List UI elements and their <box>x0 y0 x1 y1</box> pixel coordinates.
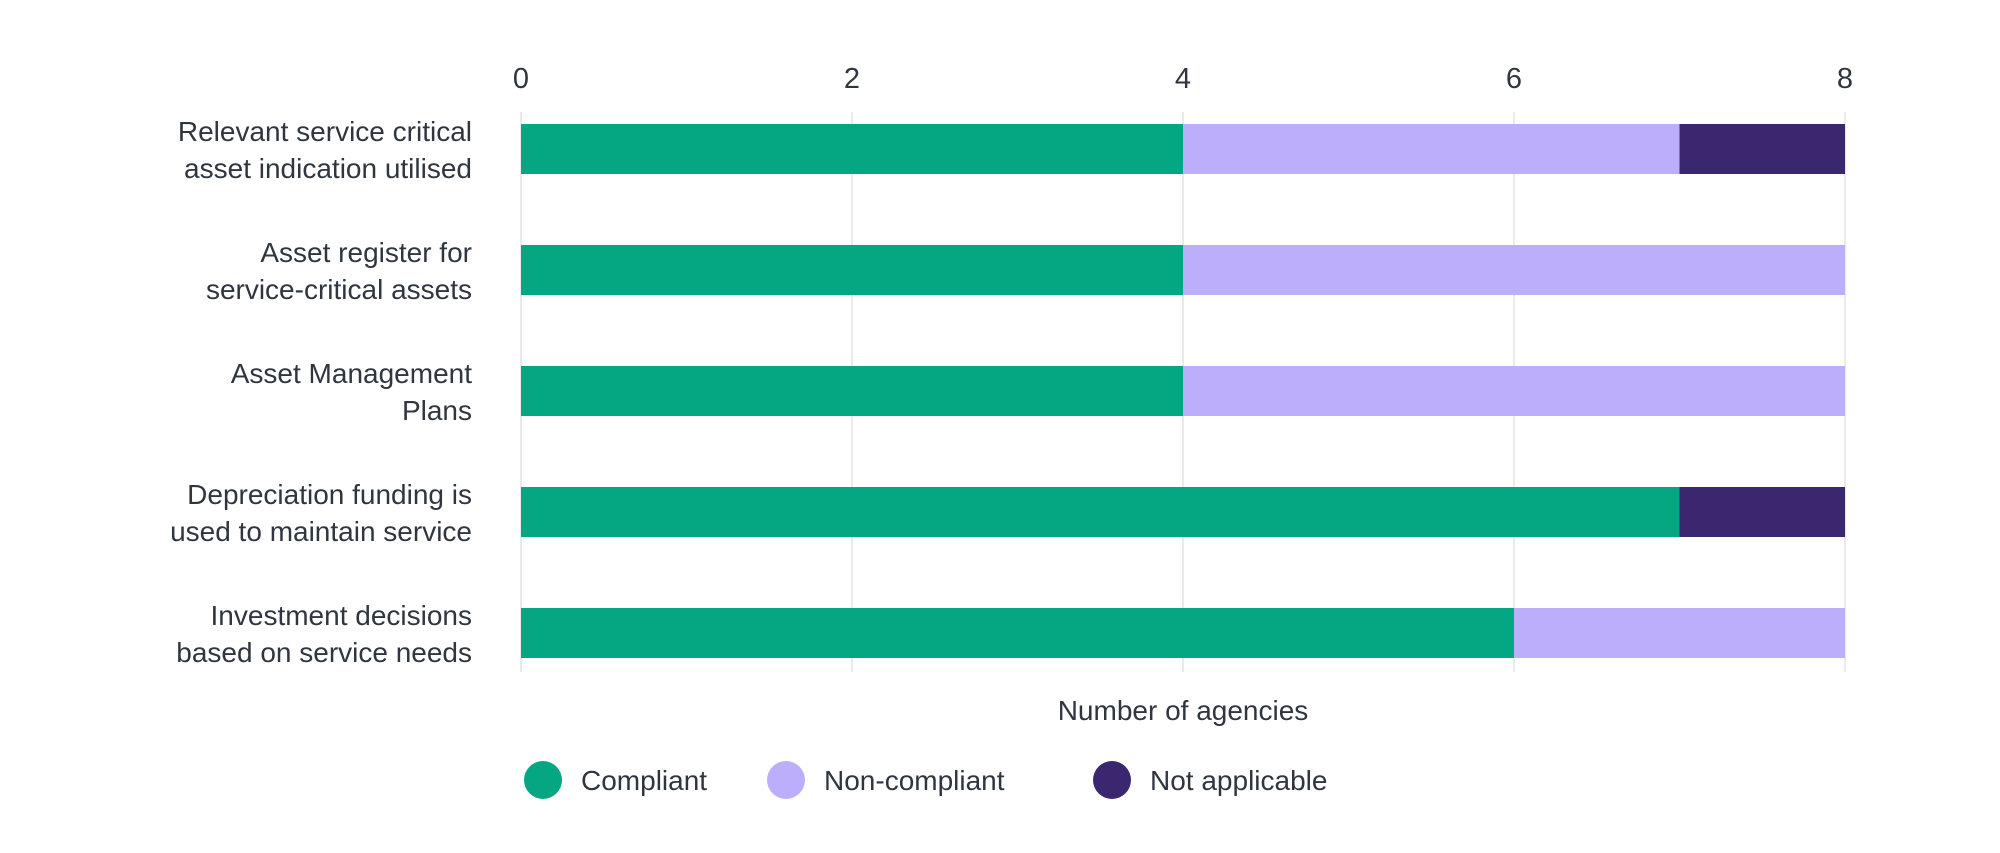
category-labels: Relevant service critical asset indicatio… <box>170 116 472 668</box>
legend-label: Compliant <box>581 765 707 796</box>
category-label: Depreciation funding is used to maintain … <box>170 479 472 547</box>
legend: Compliant Non-compliant Not applicable <box>524 761 1327 799</box>
legend-item-non-compliant: Non-compliant <box>767 761 1005 799</box>
bar-non-compliant-2 <box>1183 366 1845 416</box>
category-label-line: service-critical assets <box>206 274 472 305</box>
x-tick-label: 8 <box>1837 63 1853 95</box>
bar-segments <box>521 124 1845 658</box>
category-label: Relevant service critical asset indicatio… <box>178 116 472 184</box>
category-label-line: asset indication utilised <box>184 153 472 184</box>
category-label-line: used to maintain service <box>170 516 472 547</box>
legend-label: Non-compliant <box>824 765 1005 796</box>
bar-compliant-2 <box>521 366 1183 416</box>
bar-non-compliant-0 <box>1183 124 1680 174</box>
x-axis-ticks: 0 2 4 6 8 <box>513 63 1853 95</box>
bar-not-applicable-3 <box>1679 487 1845 537</box>
legend-item-compliant: Compliant <box>524 761 707 799</box>
category-label-line: based on service needs <box>176 637 472 668</box>
bar-compliant-0 <box>521 124 1183 174</box>
legend-swatch <box>524 761 562 799</box>
legend-label: Not applicable <box>1150 765 1327 796</box>
bar-non-compliant-4 <box>1514 608 1845 658</box>
category-label-line: Depreciation funding is <box>187 479 472 510</box>
x-axis-title: Number of agencies <box>1058 695 1309 726</box>
legend-item-not-applicable: Not applicable <box>1093 761 1327 799</box>
category-label-line: Asset Management <box>231 358 472 389</box>
legend-swatch <box>767 761 805 799</box>
x-tick-label: 0 <box>513 63 529 95</box>
bar-compliant-3 <box>521 487 1680 537</box>
category-label: Asset Management Plans <box>231 358 472 426</box>
bar-compliant-1 <box>521 245 1183 295</box>
category-label: Investment decisions based on service nee… <box>176 600 472 668</box>
legend-swatch <box>1093 761 1131 799</box>
bar-compliant-4 <box>521 608 1514 658</box>
category-label: Asset register for service-critical asset… <box>206 237 472 305</box>
category-label-line: Investment decisions <box>211 600 472 631</box>
category-label-line: Plans <box>402 395 472 426</box>
x-tick-label: 4 <box>1175 63 1191 95</box>
category-label-line: Asset register for <box>260 237 472 268</box>
x-tick-label: 6 <box>1506 63 1522 95</box>
x-tick-label: 2 <box>844 63 860 95</box>
bar-non-compliant-1 <box>1183 245 1845 295</box>
category-label-line: Relevant service critical <box>178 116 472 147</box>
bar-not-applicable-0 <box>1679 124 1845 174</box>
